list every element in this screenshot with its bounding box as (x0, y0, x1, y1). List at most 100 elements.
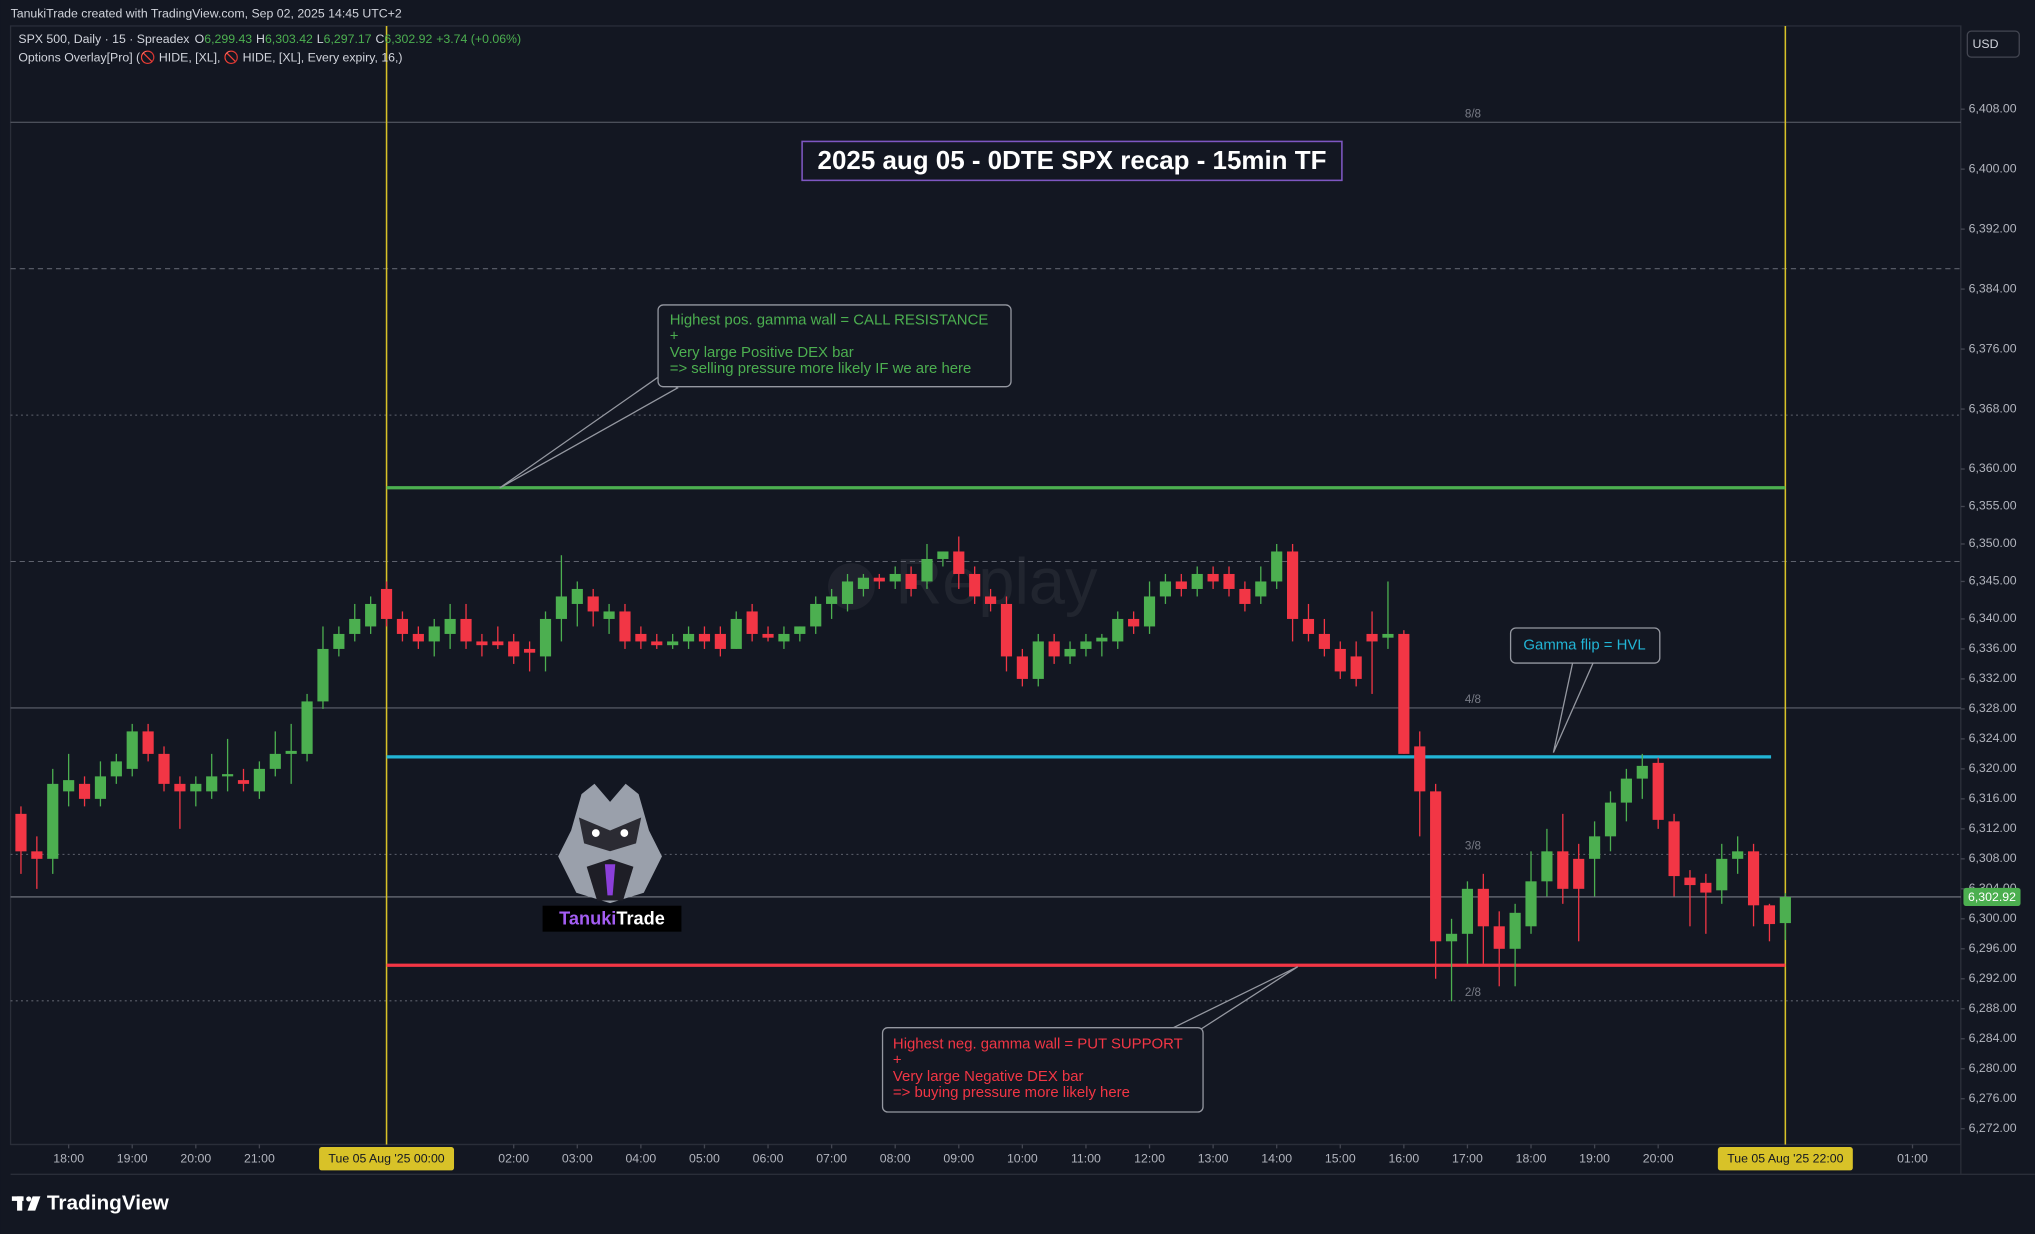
candle-body (1525, 881, 1537, 927)
candle-body (190, 783, 202, 792)
y-tick-label: 6,340.00 (1969, 611, 2017, 625)
candle (1318, 618, 1330, 657)
legend-change: +3.74 (+0.06%) (436, 32, 521, 46)
candle-body (142, 731, 154, 754)
red-callout: Highest neg. gamma wall = PUT SUPPORT+Ve… (881, 966, 1299, 1113)
x-tick-label: 06:00 (753, 1152, 784, 1166)
x-tick-label: 18:00 (53, 1152, 84, 1166)
candle (317, 626, 329, 709)
candle-body (206, 776, 218, 792)
candle (1239, 581, 1251, 612)
x-tick-label: 10:00 (1007, 1152, 1038, 1166)
x-tick-label: 17:00 (1452, 1152, 1483, 1166)
candle-body (1159, 581, 1172, 597)
candle-body (730, 618, 742, 649)
candle-body (1620, 778, 1632, 803)
candle (1382, 581, 1394, 649)
candle-body (492, 641, 504, 646)
callout-line: Highest neg. gamma wall = PUT SUPPORT (893, 1035, 1183, 1052)
candle (1159, 573, 1172, 604)
candle-body (380, 588, 393, 619)
candle (1398, 630, 1410, 754)
candle-body (1493, 926, 1505, 949)
candle-body (1445, 933, 1458, 942)
x-tick-label: 02:00 (498, 1152, 529, 1166)
candle (905, 566, 917, 597)
currency-box[interactable] (1966, 30, 2020, 58)
callout-line: + (893, 1052, 902, 1069)
candle-body (762, 633, 774, 638)
x-tick-label: 09:00 (943, 1152, 974, 1166)
candle (1414, 731, 1426, 837)
callout-box (1509, 627, 1661, 664)
x-tick-label: 16:00 (1388, 1152, 1419, 1166)
candle (1366, 611, 1378, 694)
candle (476, 633, 488, 657)
candle-body (126, 731, 138, 769)
session-label: Tue 05 Aug '25 00:00 (328, 1152, 444, 1166)
callout-line: Very large Positive DEX bar (670, 344, 854, 361)
x-tick-label: 20:00 (1643, 1152, 1674, 1166)
candle (1652, 757, 1664, 829)
candle-body (317, 648, 329, 702)
candle (810, 596, 822, 634)
x-tick-label: 21:00 (244, 1152, 275, 1166)
candle-body (539, 618, 552, 657)
candle-body (984, 596, 997, 604)
legend-key: O (195, 32, 205, 46)
candle-body (746, 611, 758, 634)
y-tick-label: 6,316.00 (1969, 791, 2017, 805)
indicator-legend[interactable]: Options Overlay[Pro] (🚫 HIDE, [XL], 🚫 HI… (18, 50, 402, 65)
candle (969, 566, 981, 604)
legend-symbol: SPX 500, Daily · 15 · Spreadex (18, 32, 190, 46)
candle-body (651, 641, 663, 646)
candle (78, 776, 91, 807)
candle (1302, 603, 1315, 642)
candle (937, 551, 949, 567)
candle (1032, 633, 1044, 687)
x-tick-label: 08:00 (880, 1152, 911, 1166)
candle (206, 753, 218, 799)
candle-body (841, 581, 854, 604)
candle (1747, 843, 1760, 927)
legend-value: 6,303.42 (265, 32, 313, 46)
candle-body (1461, 888, 1474, 934)
y-tick-label: 6,392.00 (1969, 221, 2017, 235)
candle (1287, 543, 1299, 642)
candle-body (269, 753, 281, 769)
y-tick-label: 6,288.00 (1969, 1001, 2017, 1015)
candle (984, 588, 997, 612)
logo-mask (578, 817, 642, 852)
candle (1048, 633, 1060, 664)
y-tick-label: 6,312.00 (1969, 821, 2017, 835)
candle-body (857, 577, 869, 589)
session-label-box (319, 1147, 455, 1171)
candle (222, 738, 234, 792)
candle (698, 626, 711, 649)
candle-body (603, 611, 615, 619)
candle (1620, 768, 1632, 822)
candle-body (1048, 641, 1060, 657)
x-tick-label: 19:00 (117, 1152, 148, 1166)
candle (15, 806, 27, 874)
candle (63, 753, 75, 807)
candle-body (78, 783, 91, 799)
callout-line: + (670, 328, 679, 345)
candle (1557, 813, 1569, 904)
candle-body (1732, 851, 1744, 859)
candle-body (1382, 633, 1394, 638)
y-tick-label: 6,284.00 (1969, 1031, 2017, 1045)
candle (889, 566, 901, 589)
candle-body (1032, 641, 1044, 679)
brand-icon (26, 1196, 32, 1202)
candle (428, 618, 440, 657)
candle-body (1350, 656, 1362, 679)
candle-body (1128, 618, 1140, 627)
legend-line[interactable]: SPX 500, Daily · 15 · Spreadex O6,299.43 H… (18, 32, 521, 46)
y-tick-label: 6,384.00 (1969, 281, 2017, 295)
candle (571, 581, 583, 627)
candle (1430, 783, 1442, 979)
candle-body (1604, 802, 1617, 837)
candle-body (698, 633, 711, 642)
candle-body (714, 633, 726, 649)
